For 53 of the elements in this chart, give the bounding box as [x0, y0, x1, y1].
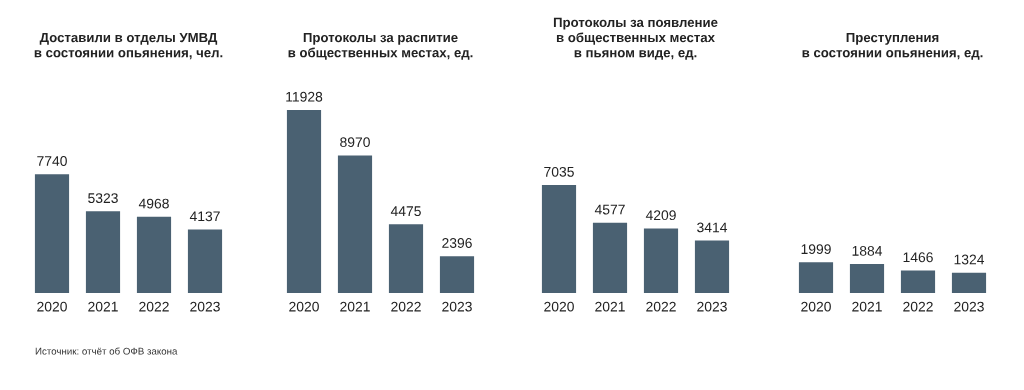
x-tick-label: 2021: [595, 301, 625, 312]
x-tick-label: 2023: [190, 301, 220, 312]
data-label: 1324: [954, 254, 985, 265]
bar: [900, 270, 936, 293]
data-label: 8970: [340, 137, 370, 148]
x-tick-label: 2020: [289, 301, 319, 312]
data-label: 1999: [801, 244, 831, 255]
data-label: 4137: [189, 211, 220, 222]
text: Источник: отчёт об ОФВ закона: [35, 347, 178, 355]
x-tick-label: 2020: [801, 301, 831, 312]
data-label: 7035: [544, 166, 574, 177]
x-tick-label: 2022: [903, 301, 933, 312]
chart-title: Протоколы за появление в общественных местах в пьяном виде, ед.: [553, 17, 718, 60]
x-tick-label: 2023: [697, 301, 727, 312]
bar: [541, 185, 577, 293]
x-tick-label: 2022: [646, 301, 676, 312]
chart-title: Преступления в состоянии опьянения, ед.: [802, 32, 983, 60]
bar: [798, 262, 834, 293]
bar: [849, 264, 885, 293]
bar: [136, 216, 172, 293]
x-tick-label: 2021: [340, 301, 370, 312]
x-tick-label: 2021: [88, 301, 118, 312]
bar: [34, 174, 70, 293]
data-label: 4209: [645, 210, 676, 221]
bar: [439, 256, 475, 293]
data-label: 1466: [903, 252, 933, 263]
x-tick-label: 2022: [139, 301, 169, 312]
data-label: 4475: [390, 206, 421, 217]
bar: [337, 155, 373, 293]
bar: [643, 228, 679, 293]
x-tick-label: 2023: [954, 301, 984, 312]
data-label: 7740: [37, 156, 67, 166]
bar: [951, 272, 987, 293]
data-label: 2396: [442, 238, 472, 248]
bar: [187, 229, 223, 293]
data-label: 11928: [286, 91, 323, 102]
bar: [85, 211, 121, 293]
x-tick-label: 2023: [442, 301, 472, 312]
data-label: 1884: [852, 245, 883, 256]
x-tick-label: 2021: [852, 301, 882, 312]
x-tick-label: 2020: [37, 301, 67, 312]
bar: [388, 224, 424, 293]
bar: [286, 110, 322, 293]
bar: [694, 240, 730, 293]
data-label: 4968: [138, 198, 169, 209]
x-tick-label: 2020: [544, 301, 574, 312]
data-label: 3414: [697, 222, 728, 233]
bar: [592, 222, 628, 293]
data-label: 5323: [88, 193, 118, 204]
data-label: 4577: [594, 204, 625, 215]
x-tick-label: 2022: [391, 301, 421, 312]
chart-title: Доставили в отделы УМВД в состоянии опьянения, чел.: [34, 32, 223, 60]
chart-title: Протоколы за распитие в общественных местах, ед.: [288, 32, 473, 60]
